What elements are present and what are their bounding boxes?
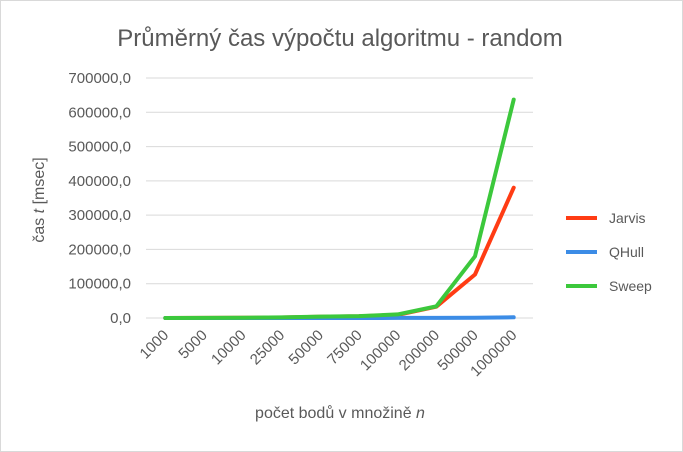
legend-label-qhull: QHull bbox=[609, 244, 644, 260]
x-axis-label-var: n bbox=[416, 405, 425, 422]
y-tick-label: 500000,0 bbox=[68, 139, 131, 156]
y-tick-label: 0,0 bbox=[110, 310, 131, 327]
x-axis-label: počet bodů v množině n bbox=[255, 404, 425, 422]
series-lines bbox=[163, 97, 516, 320]
x-tick-label: 1000 bbox=[137, 327, 173, 363]
x-tick-label: 200000 bbox=[396, 327, 443, 374]
x-axis-label-prefix: počet bodů v množině bbox=[255, 404, 416, 422]
x-tick-label: 25000 bbox=[247, 327, 289, 369]
x-tick-label: 10000 bbox=[208, 327, 250, 369]
y-axis-label-suffix: [msec] bbox=[31, 157, 48, 209]
y-tick-label: 600000,0 bbox=[68, 104, 131, 121]
y-tick-label: 200000,0 bbox=[68, 241, 131, 258]
y-tick-label: 100000,0 bbox=[68, 276, 131, 293]
y-tick-label: 400000,0 bbox=[68, 173, 131, 190]
y-tick-label: 300000,0 bbox=[68, 207, 131, 224]
y-tick-label: 700000,0 bbox=[68, 70, 131, 87]
legend-label-jarvis: Jarvis bbox=[609, 210, 646, 226]
chart-title: Průměrný čas výpočtu algoritmu - random bbox=[117, 25, 563, 52]
series-line-sweep bbox=[163, 97, 516, 320]
x-tick-label: 5000 bbox=[175, 327, 211, 363]
y-axis-label-var: t bbox=[31, 208, 48, 213]
x-tick-label: 50000 bbox=[285, 327, 327, 369]
y-axis-label: čas t [msec] bbox=[31, 157, 48, 242]
legend-label-sweep: Sweep bbox=[609, 278, 652, 294]
series-line-jarvis bbox=[163, 185, 516, 320]
y-tick-labels: 0,0 100000,0 200000,0 300000,0 400000,0 50000… bbox=[68, 70, 131, 327]
x-tick-label: 100000 bbox=[357, 327, 404, 374]
legend: Jarvis QHull Sweep bbox=[566, 210, 652, 294]
gridlines bbox=[146, 77, 533, 319]
y-axis-label-prefix: čas bbox=[31, 213, 48, 242]
x-tick-labels: 1000 500010000250005000075000100000200000… bbox=[137, 327, 521, 380]
